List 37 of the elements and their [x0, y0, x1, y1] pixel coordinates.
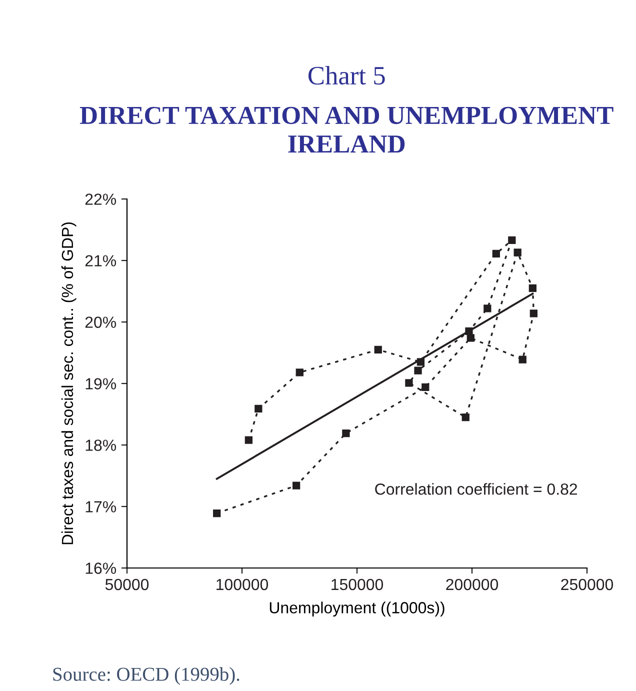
point [414, 366, 422, 374]
y-axis-title: Direct taxes and social sec. cont.. (% of GDP) [61, 222, 76, 544]
y-tick-label: 22% [85, 194, 116, 205]
point [466, 334, 474, 342]
point [518, 356, 526, 364]
annotation: Correlation coefficient = 0.82 [375, 483, 578, 495]
point [374, 346, 382, 354]
point [508, 236, 516, 244]
point [244, 436, 253, 444]
point [213, 509, 221, 518]
y-tick-label: 21% [85, 255, 116, 266]
point [405, 379, 413, 387]
x-tick-label: 100000 [216, 578, 268, 590]
x-tick-label: 150000 [332, 578, 384, 590]
y-tick-label: 20% [85, 316, 116, 328]
x-tick-label: 200000 [446, 578, 498, 590]
point [292, 482, 300, 490]
point [296, 368, 304, 376]
source-note: Source: OECD (1999b). [53, 667, 240, 685]
chart-subtitle: DIRECT TAXATION AND UNEMPLOYMENT IRELAND [80, 106, 614, 153]
y-tick-label: 17% [86, 501, 116, 512]
point [484, 304, 492, 312]
point [422, 383, 430, 392]
point [528, 284, 536, 292]
point [254, 404, 262, 413]
x-axis-title: Unemployment ((1000s)) [270, 602, 444, 617]
point [530, 310, 538, 318]
y-tick-label: 16% [86, 562, 116, 574]
x-tick-label: 50000 [105, 578, 149, 590]
point [514, 248, 522, 256]
x-tick-label: 250000 [561, 578, 614, 590]
point [462, 414, 470, 422]
y-tick-label: 18% [86, 440, 116, 451]
point [492, 250, 500, 258]
chart-title: Chart 5 [308, 66, 385, 85]
point [342, 429, 350, 438]
y-tick-label: 19% [86, 378, 116, 390]
